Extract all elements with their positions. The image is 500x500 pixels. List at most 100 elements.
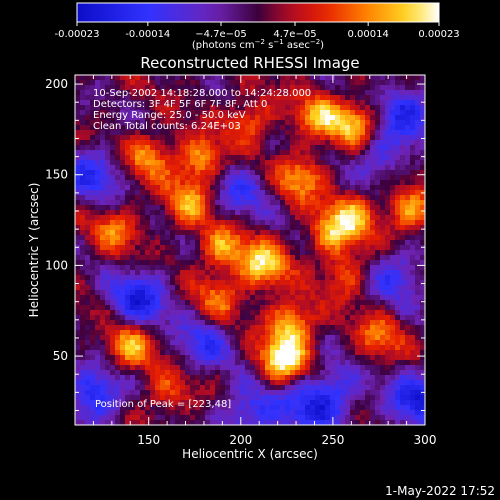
- heatmap-cell: [365, 350, 370, 355]
- heatmap-cell: [395, 230, 400, 235]
- heatmap-cell: [210, 310, 215, 315]
- heatmap-cell: [180, 150, 185, 155]
- heatmap-cell: [155, 100, 160, 105]
- heatmap-cell: [240, 145, 245, 150]
- heatmap-cell: [210, 355, 215, 360]
- heatmap-cell: [205, 300, 210, 305]
- heatmap-cell: [195, 90, 200, 95]
- heatmap-cell: [365, 395, 370, 400]
- heatmap-cell: [190, 155, 195, 160]
- heatmap-cell: [180, 85, 185, 90]
- heatmap-cell: [350, 385, 355, 390]
- heatmap-cell: [365, 75, 370, 80]
- heatmap-cell: [120, 315, 125, 320]
- heatmap-cell: [190, 165, 195, 170]
- heatmap-cell: [80, 330, 85, 335]
- heatmap-cell: [140, 380, 145, 385]
- heatmap-cell: [230, 255, 235, 260]
- heatmap-cell: [330, 310, 335, 315]
- heatmap-cell: [180, 225, 185, 230]
- heatmap-cell: [150, 105, 155, 110]
- heatmap-cell: [240, 125, 245, 130]
- heatmap-cell: [360, 415, 365, 420]
- heatmap-cell: [100, 145, 105, 150]
- heatmap-cell: [285, 355, 290, 360]
- heatmap-cell: [150, 185, 155, 190]
- heatmap-cell: [160, 165, 165, 170]
- heatmap-cell: [385, 205, 390, 210]
- heatmap-cell: [270, 270, 275, 275]
- heatmap-cell: [335, 365, 340, 370]
- heatmap-cell: [360, 85, 365, 90]
- heatmap-cell: [270, 310, 275, 315]
- heatmap-cell: [200, 95, 205, 100]
- heatmap-cell: [400, 300, 405, 305]
- heatmap-cell: [155, 300, 160, 305]
- heatmap-cell: [375, 130, 380, 135]
- heatmap-cell: [405, 320, 410, 325]
- heatmap-cell: [345, 90, 350, 95]
- heatmap-cell: [350, 415, 355, 420]
- heatmap-cell: [240, 370, 245, 375]
- heatmap-cell: [350, 330, 355, 335]
- heatmap-cell: [185, 260, 190, 265]
- heatmap-cell: [210, 90, 215, 95]
- heatmap-cell: [180, 235, 185, 240]
- heatmap-cell: [130, 325, 135, 330]
- heatmap-cell: [160, 95, 165, 100]
- heatmap-cell: [310, 270, 315, 275]
- heatmap-cell: [410, 115, 415, 120]
- heatmap-cell: [245, 75, 250, 80]
- heatmap-cell: [155, 75, 160, 80]
- heatmap-cell: [410, 225, 415, 230]
- heatmap-cell: [85, 115, 90, 120]
- heatmap-cell: [90, 245, 95, 250]
- heatmap-cell: [400, 75, 405, 80]
- heatmap-cell: [360, 375, 365, 380]
- heatmap-cell: [225, 145, 230, 150]
- heatmap-cell: [75, 135, 80, 140]
- heatmap-cell: [110, 75, 115, 80]
- heatmap-cell: [220, 320, 225, 325]
- heatmap-cell: [75, 110, 80, 115]
- heatmap-cell: [395, 195, 400, 200]
- heatmap-cell: [375, 385, 380, 390]
- heatmap-cell: [85, 190, 90, 195]
- heatmap-cell: [190, 380, 195, 385]
- heatmap-cell: [245, 85, 250, 90]
- heatmap-cell: [240, 365, 245, 370]
- heatmap-cell: [300, 120, 305, 125]
- heatmap-cell: [345, 200, 350, 205]
- heatmap-cell: [265, 250, 270, 255]
- heatmap-cell: [335, 410, 340, 415]
- heatmap-cell: [130, 280, 135, 285]
- heatmap-cell: [215, 265, 220, 270]
- heatmap-cell: [390, 340, 395, 345]
- heatmap-cell: [220, 390, 225, 395]
- heatmap-cell: [405, 305, 410, 310]
- heatmap-cell: [390, 105, 395, 110]
- heatmap-cell: [305, 220, 310, 225]
- heatmap-cell: [280, 420, 285, 425]
- heatmap-cell: [205, 250, 210, 255]
- heatmap-cell: [265, 365, 270, 370]
- heatmap-cell: [340, 335, 345, 340]
- heatmap-cell: [185, 250, 190, 255]
- heatmap-cell: [190, 175, 195, 180]
- heatmap-cell: [225, 265, 230, 270]
- heatmap-cell: [400, 420, 405, 425]
- heatmap-cell: [230, 135, 235, 140]
- heatmap-cell: [105, 245, 110, 250]
- heatmap-cell: [105, 285, 110, 290]
- heatmap-cell: [200, 185, 205, 190]
- heatmap-cell: [145, 110, 150, 115]
- heatmap-cell: [285, 345, 290, 350]
- heatmap-cell: [200, 205, 205, 210]
- heatmap-cell: [190, 235, 195, 240]
- heatmap-cell: [240, 75, 245, 80]
- heatmap-cell: [370, 135, 375, 140]
- heatmap-cell: [360, 150, 365, 155]
- heatmap-cell: [380, 140, 385, 145]
- heatmap-cell: [410, 420, 415, 425]
- heatmap-cell: [185, 360, 190, 365]
